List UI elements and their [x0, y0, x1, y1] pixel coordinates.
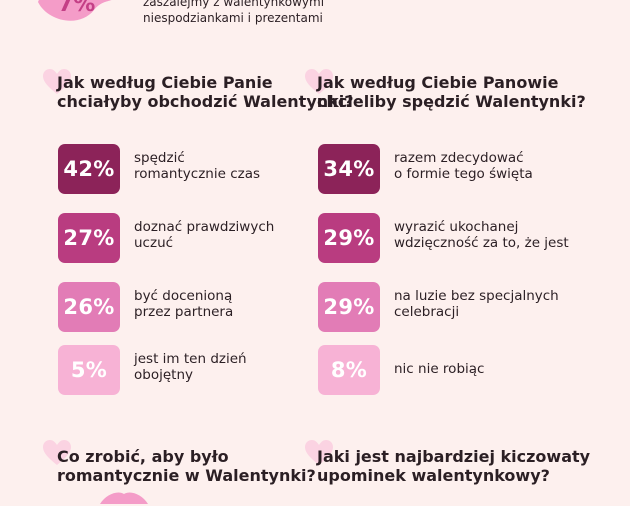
women-question-title: Jak według Ciebie Panie chciałyby obchod…: [57, 73, 354, 111]
stat-label: wyrazić ukochanej wdzięczność za to, że …: [394, 219, 569, 251]
top-note: zaszalejmy z walentynkowymi niespodziank…: [143, 0, 363, 26]
top-note-line: niespodziankami i prezentami: [143, 11, 323, 25]
stat-percent: 34%: [318, 144, 380, 194]
heart-icon: [305, 440, 333, 465]
heart-icon: [305, 69, 333, 94]
stat-label: doznać prawdziwych uczuć: [134, 219, 275, 251]
romantic-question-title: Co zrobić, aby było romantycznie w Walen…: [57, 447, 316, 485]
stat-percent: 5%: [58, 345, 120, 395]
stat-percent: 26%: [58, 282, 120, 332]
stat-label: jest im ten dzień obojętny: [134, 351, 247, 383]
stat-label: nic nie robiąc: [394, 361, 485, 377]
stat-label: razem zdecydować o formie tego święta: [394, 150, 533, 182]
stat-percent: 42%: [58, 144, 120, 194]
stat-label: na luzie bez specjalnych celebracji: [394, 288, 559, 320]
kitsch-question-title: Jaki jest najbardziej kiczowaty upominek…: [317, 447, 591, 485]
top-note-line: zaszalejmy z walentynkowymi: [143, 0, 325, 9]
lips-decoration-icon: [100, 492, 148, 504]
stat-percent: 27%: [58, 213, 120, 263]
stat-label: być docenioną przez partnera: [134, 288, 234, 320]
top-percent: 7%: [58, 0, 96, 17]
lips-badge: 7%: [30, 0, 122, 24]
stat-percent: 8%: [318, 345, 380, 395]
stat-label: spędzić romantycznie czas: [134, 150, 261, 182]
heart-icon: [43, 440, 71, 465]
men-question-title: Jak według Ciebie Panowie chcieliby spęd…: [317, 73, 586, 111]
stat-percent: 29%: [318, 282, 380, 332]
stat-percent: 29%: [318, 213, 380, 263]
heart-icon: [43, 69, 71, 94]
